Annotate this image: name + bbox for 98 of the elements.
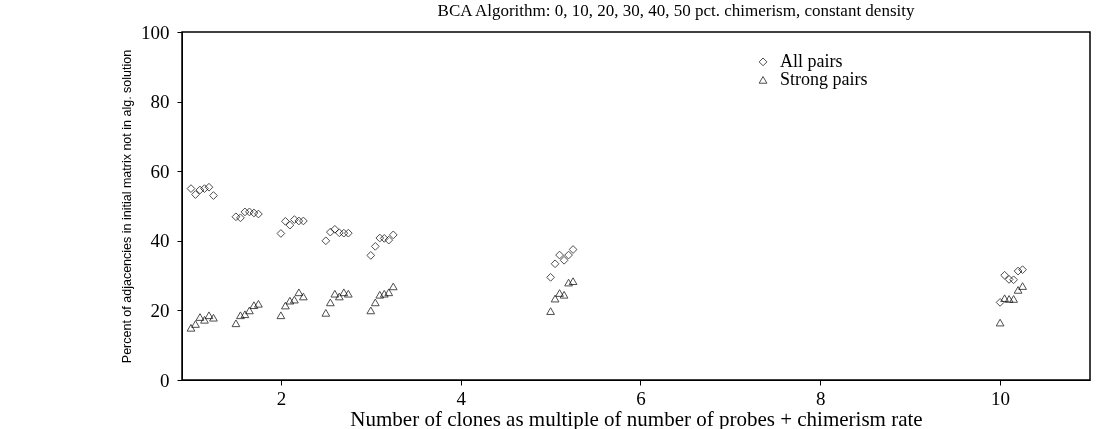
y-tick-label: 100 — [141, 21, 170, 43]
y-tick-label: 40 — [150, 230, 170, 252]
point — [281, 216, 290, 226]
y-tick-label: 20 — [150, 299, 170, 321]
point — [191, 190, 200, 199]
x-tick-label: 6 — [636, 387, 646, 409]
point — [1000, 294, 1009, 303]
point — [388, 230, 398, 240]
point — [1004, 295, 1014, 303]
point — [375, 290, 385, 299]
point — [343, 228, 353, 238]
point — [379, 289, 389, 298]
point — [200, 315, 209, 324]
point — [379, 233, 389, 243]
point — [236, 311, 245, 320]
y-tick-label: 0 — [160, 369, 170, 391]
point — [343, 289, 353, 298]
point — [384, 288, 394, 297]
point — [1004, 275, 1014, 284]
point — [1018, 265, 1027, 275]
point — [339, 228, 349, 238]
point — [1018, 282, 1027, 290]
chart-title: BCA Algorithm: 0, 10, 20, 30, 40, 50 pct. chimerism, constant density — [437, 1, 915, 20]
point — [375, 233, 385, 243]
point — [1013, 266, 1023, 276]
point — [330, 289, 340, 298]
x-tick-label: 2 — [276, 387, 287, 409]
point — [550, 259, 560, 269]
point — [249, 208, 259, 218]
point — [240, 310, 250, 319]
point — [204, 182, 214, 192]
point — [204, 311, 214, 320]
point — [254, 209, 263, 219]
point — [555, 289, 564, 297]
point — [550, 294, 560, 303]
point — [1009, 275, 1018, 285]
point — [236, 213, 245, 223]
y-tick-label: 60 — [150, 160, 170, 182]
point — [568, 277, 578, 286]
point — [334, 228, 344, 238]
point — [186, 184, 196, 193]
point — [546, 307, 555, 315]
point — [249, 301, 259, 310]
point — [1013, 286, 1023, 294]
point — [1000, 270, 1009, 280]
point — [366, 306, 376, 315]
x-tick-label: 10 — [991, 387, 1011, 409]
point — [276, 229, 286, 238]
point — [294, 288, 304, 297]
point — [546, 272, 555, 282]
point — [995, 318, 1005, 327]
point — [321, 308, 331, 317]
point — [1009, 295, 1018, 303]
point — [995, 298, 1005, 307]
point — [559, 255, 569, 265]
point — [298, 292, 308, 301]
x-tick-label: 4 — [456, 387, 467, 409]
point — [209, 191, 218, 200]
point — [245, 306, 254, 315]
point — [321, 236, 331, 246]
point — [564, 250, 573, 260]
point — [285, 296, 295, 305]
point — [186, 323, 196, 332]
point — [330, 224, 340, 234]
point — [290, 215, 299, 224]
point — [240, 207, 250, 217]
point — [384, 235, 394, 245]
point — [245, 207, 254, 217]
point — [339, 288, 349, 297]
point — [325, 227, 335, 237]
point — [568, 245, 578, 254]
point — [370, 298, 380, 307]
point — [366, 251, 376, 260]
x-tick-label: 8 — [816, 387, 826, 409]
point — [231, 319, 241, 328]
point — [281, 301, 290, 310]
point — [298, 216, 308, 226]
point — [325, 298, 335, 307]
point — [290, 295, 299, 304]
legend-label: All pairs — [780, 50, 843, 71]
point — [285, 220, 295, 230]
point — [231, 212, 241, 222]
point — [195, 313, 205, 321]
y-tick-label: 80 — [150, 91, 170, 113]
point — [334, 292, 344, 301]
point — [555, 250, 564, 260]
point — [559, 290, 569, 299]
point — [388, 282, 398, 291]
point — [200, 184, 209, 193]
point — [195, 185, 205, 195]
point — [254, 299, 263, 308]
point — [564, 278, 573, 287]
point — [294, 216, 304, 226]
point — [370, 241, 380, 251]
point — [209, 313, 218, 322]
y-axis-title: Percent of adjacencies in initial matrix not in alg. solution — [119, 49, 134, 364]
point — [276, 311, 286, 320]
point — [191, 320, 200, 328]
